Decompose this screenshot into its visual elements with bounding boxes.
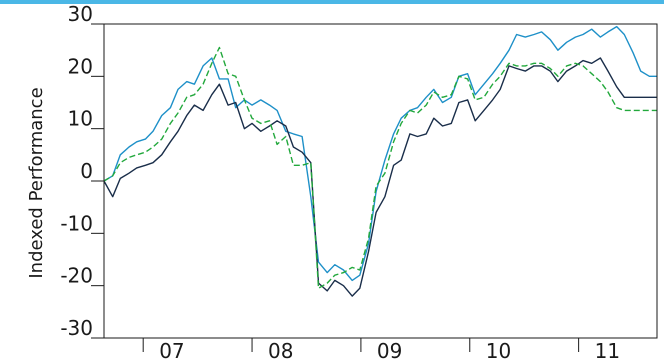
x-tick-label: 09 [377,339,402,360]
x-axis-ticks: 07 08 09 10 11 [142,338,620,360]
y-axis-ticks: 30 20 10 0 -10 -20 -30 [60,2,104,340]
series-line-3 [103,46,657,289]
y-tick-label: -20 [60,264,93,288]
y-tick-label: -10 [60,211,93,235]
series-line-1 [103,25,657,282]
x-tick-label: 07 [159,339,184,360]
series-line-2 [103,57,657,297]
series-lines [103,25,657,297]
x-tick-label: 11 [595,339,620,360]
y-tick-label: 30 [68,2,93,26]
y-tick-label: -30 [60,316,93,340]
plot-frame [103,23,658,339]
y-axis-title: Indexed Performance [26,87,47,278]
y-tick-label: 0 [80,159,93,183]
y-tick-label: 10 [68,107,93,131]
y-tick-label: 20 [68,54,93,78]
x-tick-label: 10 [486,339,511,360]
x-tick-label: 08 [268,339,293,360]
y-axis-title-group: Indexed Performance [26,87,47,278]
top-accent-rule [0,0,664,4]
